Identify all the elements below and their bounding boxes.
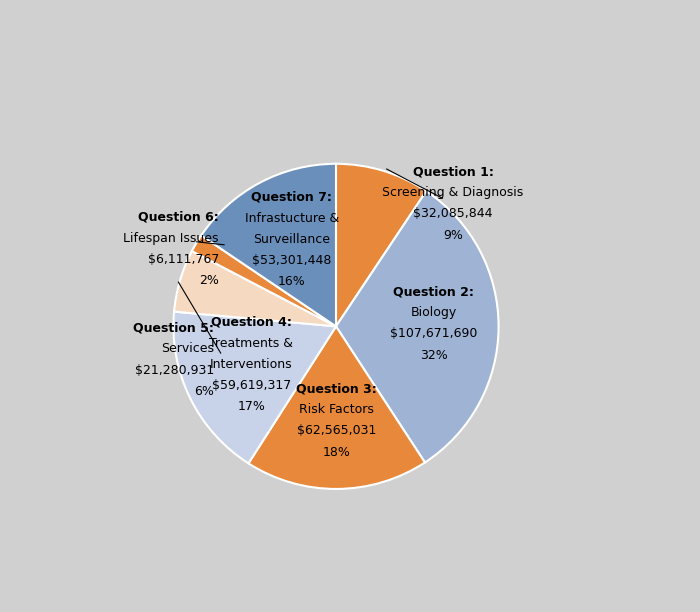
Text: 9%: 9% <box>443 228 463 242</box>
Text: Surveillance: Surveillance <box>253 233 330 246</box>
Wedge shape <box>174 251 336 326</box>
Wedge shape <box>192 236 336 326</box>
Text: Risk Factors: Risk Factors <box>299 403 374 416</box>
Text: $6,111,767: $6,111,767 <box>148 253 219 266</box>
Text: Question 4:: Question 4: <box>211 316 292 329</box>
Text: $62,565,031: $62,565,031 <box>297 425 376 438</box>
Wedge shape <box>174 312 336 463</box>
Text: Infrastucture &: Infrastucture & <box>244 212 339 225</box>
Text: Treatments &: Treatments & <box>209 337 293 349</box>
Text: Question 7:: Question 7: <box>251 191 332 204</box>
Text: 6%: 6% <box>194 385 214 398</box>
Wedge shape <box>336 164 426 326</box>
Text: Interventions: Interventions <box>210 358 293 371</box>
Wedge shape <box>248 326 425 489</box>
Text: $107,671,690: $107,671,690 <box>390 327 477 340</box>
Text: 2%: 2% <box>199 274 219 287</box>
Text: Biology: Biology <box>410 306 456 319</box>
Text: $53,301,448: $53,301,448 <box>252 254 331 267</box>
Text: $32,085,844: $32,085,844 <box>413 207 493 220</box>
Text: Services: Services <box>161 342 214 356</box>
Text: Question 2:: Question 2: <box>393 285 474 298</box>
Text: Question 1:: Question 1: <box>412 165 493 178</box>
Text: $21,280,931: $21,280,931 <box>135 364 214 376</box>
Text: Question 5:: Question 5: <box>133 321 214 334</box>
Wedge shape <box>201 164 336 326</box>
Text: $59,619,317: $59,619,317 <box>211 379 291 392</box>
Text: Lifespan Issues: Lifespan Issues <box>123 232 219 245</box>
Text: Question 6:: Question 6: <box>138 211 219 224</box>
Text: Question 3:: Question 3: <box>296 382 377 395</box>
Text: 17%: 17% <box>237 400 265 413</box>
Wedge shape <box>336 191 498 463</box>
Text: 16%: 16% <box>278 275 306 288</box>
Text: Screening & Diagnosis: Screening & Diagnosis <box>382 186 524 200</box>
Text: 18%: 18% <box>323 446 351 458</box>
Text: 32%: 32% <box>420 349 447 362</box>
